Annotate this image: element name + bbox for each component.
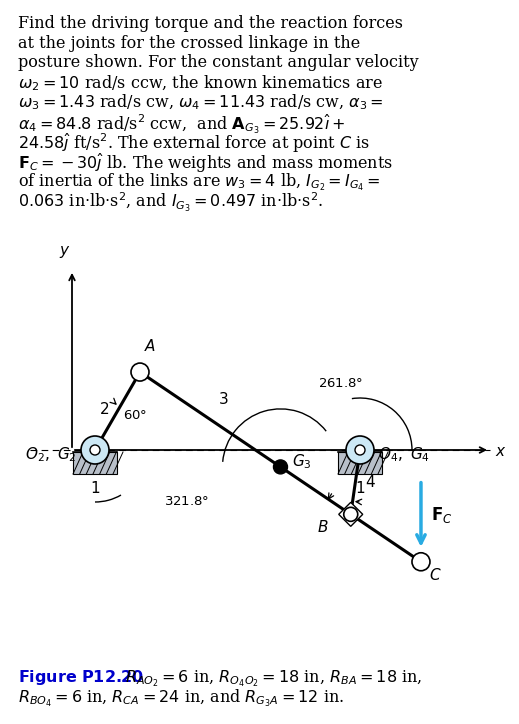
Text: $3$: $3$: [218, 392, 229, 408]
Text: $C$: $C$: [429, 567, 442, 583]
Text: $x$: $x$: [495, 445, 507, 459]
Text: at the joints for the crossed linkage in the: at the joints for the crossed linkage in…: [18, 35, 360, 51]
Text: $1$: $1$: [90, 480, 100, 496]
Text: $O_4,\ G_4$: $O_4,\ G_4$: [378, 445, 430, 463]
Circle shape: [344, 508, 358, 521]
Text: $4$: $4$: [365, 474, 376, 490]
Polygon shape: [73, 452, 117, 474]
Circle shape: [346, 436, 374, 464]
Text: $\alpha_4 = 84.8$ rad/s$^2$ ccw,  and $\mathbf{A}_{G_3} = 25.92\hat{\imath} +$: $\alpha_4 = 84.8$ rad/s$^2$ ccw, and $\m…: [18, 112, 346, 136]
Text: $G_3$: $G_3$: [293, 452, 312, 471]
Text: $y$: $y$: [59, 244, 71, 260]
Text: posture shown. For the constant angular velocity: posture shown. For the constant angular …: [18, 54, 419, 71]
Polygon shape: [338, 452, 382, 474]
Text: $\mathbf{F}_C$: $\mathbf{F}_C$: [431, 505, 453, 525]
Circle shape: [412, 552, 430, 571]
Text: $\omega_2 = 10$ rad/s ccw, the known kinematics are: $\omega_2 = 10$ rad/s ccw, the known kin…: [18, 74, 383, 93]
Circle shape: [274, 460, 288, 474]
Text: $321.8°$: $321.8°$: [163, 495, 209, 508]
Text: $60°$: $60°$: [123, 409, 147, 422]
Text: $R_{BO_4} = 6$ in, $R_{CA} = 24$ in, and $R_{G_3A} = 12$ in.: $R_{BO_4} = 6$ in, $R_{CA} = 24$ in, and…: [18, 688, 344, 709]
Text: $R_{AO_2} = 6$ in, $R_{O_4O_2} = 18$ in, $R_{BA} = 18$ in,: $R_{AO_2} = 6$ in, $R_{O_4O_2} = 18$ in,…: [125, 668, 422, 689]
Text: $2$: $2$: [99, 401, 110, 417]
Text: $261.8°$: $261.8°$: [318, 377, 362, 390]
Text: of inertia of the links are $w_3 = 4$ lb, $I_{G_2} = I_{G_4} =$: of inertia of the links are $w_3 = 4$ lb…: [18, 171, 380, 193]
Circle shape: [355, 445, 365, 455]
Text: $O_2,\ G_2$: $O_2,\ G_2$: [25, 445, 77, 463]
Text: $24.58\hat{\jmath}$ ft/s$^2$. The external force at point $C$ is: $24.58\hat{\jmath}$ ft/s$^2$. The extern…: [18, 132, 370, 155]
Circle shape: [131, 363, 149, 381]
Text: $\omega_3 = 1.43$ rad/s cw, $\omega_4 = 11.43$ rad/s cw, $\alpha_3 =$: $\omega_3 = 1.43$ rad/s cw, $\omega_4 = …: [18, 93, 384, 112]
Text: $1$: $1$: [355, 480, 365, 496]
Circle shape: [90, 445, 100, 455]
Circle shape: [81, 436, 109, 464]
Text: $0.063$ in$\cdot$lb$\cdot$s$^2$, and $I_{G_3} = 0.497$ in$\cdot$lb$\cdot$s$^2$.: $0.063$ in$\cdot$lb$\cdot$s$^2$, and $I_…: [18, 190, 323, 214]
Text: $B$: $B$: [317, 519, 329, 535]
Text: $A$: $A$: [144, 338, 156, 354]
Text: $\mathbf{Figure\ P12.20}$: $\mathbf{Figure\ P12.20}$: [18, 668, 144, 687]
Text: Find the driving torque and the reaction forces: Find the driving torque and the reaction…: [18, 15, 403, 32]
Text: $\mathbf{F}_C = -30\hat{\jmath}$ lb. The weights and mass moments: $\mathbf{F}_C = -30\hat{\jmath}$ lb. The…: [18, 151, 393, 174]
Polygon shape: [339, 502, 363, 526]
